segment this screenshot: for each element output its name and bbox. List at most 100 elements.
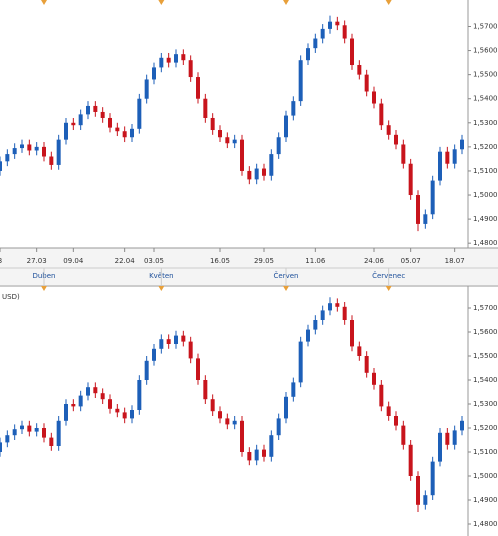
candle-body xyxy=(269,154,274,176)
candle-body xyxy=(291,382,296,397)
candle-body xyxy=(49,437,54,446)
candle-body xyxy=(12,429,17,436)
candle-body xyxy=(328,303,332,311)
candle-body xyxy=(188,341,193,359)
y-tick-label: 1,5600 xyxy=(473,328,498,336)
candle-body xyxy=(86,387,90,396)
candle-body xyxy=(232,420,237,425)
candle-body xyxy=(438,151,442,181)
candle-body xyxy=(386,406,391,416)
candle-body xyxy=(320,28,325,39)
candle-body xyxy=(130,128,134,138)
candle-body xyxy=(430,461,435,496)
candle-body xyxy=(181,335,186,342)
y-tick-label: 1,5400 xyxy=(473,376,498,384)
candle-body xyxy=(313,38,318,49)
y-tick-label: 1,5500 xyxy=(473,352,498,360)
time-axis-band xyxy=(0,248,498,285)
candle-body xyxy=(20,425,24,430)
y-tick-label: 1,5700 xyxy=(473,304,498,312)
candle-body xyxy=(225,418,230,425)
candle-body xyxy=(122,131,127,138)
candle-body xyxy=(56,420,61,446)
candle-body xyxy=(152,67,156,80)
candle-body xyxy=(240,420,244,452)
candle-body xyxy=(12,148,17,155)
candle-body xyxy=(254,168,259,180)
y-tick-label: 1,5200 xyxy=(473,143,498,151)
y-tick-label: 1,5000 xyxy=(473,472,498,480)
candle-body xyxy=(196,358,200,380)
candle-body xyxy=(342,25,347,39)
month-marker xyxy=(41,0,47,5)
candle-body xyxy=(100,393,105,400)
candle-body xyxy=(306,48,310,61)
candle-body xyxy=(86,105,90,115)
x-tick-label: 03.05 xyxy=(144,257,164,265)
y-tick-label: 1,5600 xyxy=(473,47,498,55)
candle-body xyxy=(445,432,450,445)
y-tick-label: 1,5500 xyxy=(473,71,498,79)
candle-body xyxy=(284,396,288,419)
candle-body xyxy=(144,360,149,380)
y-tick-label: 1,5100 xyxy=(473,448,498,456)
candle-body xyxy=(350,320,354,347)
y-tick-label: 1,5000 xyxy=(473,191,498,199)
candle-body xyxy=(357,65,362,75)
x-tick-label: 3 xyxy=(0,257,2,265)
candle-body xyxy=(0,161,2,171)
y-tick-label: 1,4900 xyxy=(473,215,498,223)
candle-body xyxy=(445,151,450,164)
candle-body xyxy=(71,404,76,407)
candle-body xyxy=(49,156,54,165)
candle-body xyxy=(93,387,98,394)
candle-body xyxy=(335,303,340,307)
candle-body xyxy=(225,137,230,144)
candle-body xyxy=(27,144,32,151)
y-tick-label: 1,5700 xyxy=(473,22,498,30)
candle-body xyxy=(401,425,406,445)
candle-body xyxy=(394,134,398,145)
candle-body xyxy=(313,320,318,330)
candle-body xyxy=(416,476,420,505)
candle-body xyxy=(27,425,32,432)
candle-body xyxy=(56,139,61,165)
candle-body xyxy=(203,98,208,118)
candle-body xyxy=(5,154,10,162)
month-marker xyxy=(385,286,392,291)
candle-body xyxy=(379,384,384,407)
candle-body xyxy=(218,130,222,138)
candle-body xyxy=(122,412,127,419)
candle-body xyxy=(298,341,303,383)
x-tick-label: 18.07 xyxy=(445,257,465,265)
candle-body xyxy=(159,339,164,349)
candle-body xyxy=(438,432,442,462)
candle-body xyxy=(64,122,68,140)
candle-body xyxy=(218,411,222,419)
candle-body xyxy=(350,38,354,66)
month-marker xyxy=(41,286,47,291)
candle-body xyxy=(34,146,39,151)
x-tick-label: 09.04 xyxy=(63,257,84,265)
candle-body xyxy=(262,449,266,457)
candle-body xyxy=(298,60,303,102)
candle-body xyxy=(269,435,274,457)
y-tick-label: 1,4800 xyxy=(473,520,498,528)
candle-body xyxy=(210,117,215,131)
candle-body xyxy=(430,180,435,215)
candle-body xyxy=(210,399,215,412)
y-tick-label: 1,5300 xyxy=(473,119,498,127)
month-marker xyxy=(158,286,165,291)
candle-body xyxy=(115,127,120,132)
candle-body xyxy=(423,495,428,505)
candle-body xyxy=(372,91,376,104)
candle-body xyxy=(284,115,288,138)
candle-body xyxy=(100,111,105,118)
candle-body xyxy=(291,101,296,116)
candle-body xyxy=(166,339,171,344)
candle-body xyxy=(379,103,384,126)
candle-body xyxy=(394,416,398,426)
candle-body xyxy=(335,21,340,26)
candle-body xyxy=(460,420,464,431)
candle-body xyxy=(232,139,237,144)
